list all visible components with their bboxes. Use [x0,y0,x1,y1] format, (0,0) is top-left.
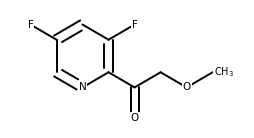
Text: CH$_3$: CH$_3$ [214,65,234,79]
Text: F: F [28,20,34,30]
Text: O: O [131,113,139,123]
Text: N: N [79,82,86,92]
Text: F: F [132,20,137,30]
Text: O: O [183,82,191,92]
